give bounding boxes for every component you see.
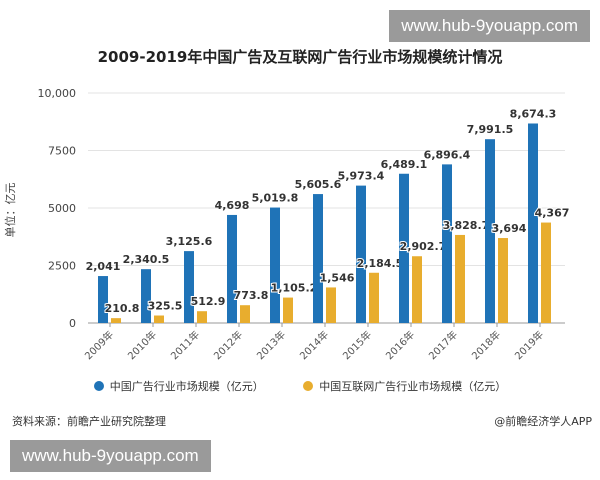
bar-ad-market xyxy=(485,139,495,323)
data-label: 5,973.4 xyxy=(338,170,385,183)
legend-label: 中国互联网广告行业市场规模（亿元） xyxy=(319,380,507,393)
data-label: 7,991.5 xyxy=(467,123,514,136)
data-label: 3,694 xyxy=(492,222,527,235)
bar-internet-ad xyxy=(283,297,293,323)
bar-ad-market xyxy=(184,251,194,323)
x-tick-label: 2017年 xyxy=(426,328,460,362)
y-tick-label: 0 xyxy=(69,317,76,330)
data-label: 512.9 xyxy=(191,295,226,308)
data-label: 1,105.2 xyxy=(271,282,318,295)
bar-ad-market xyxy=(399,173,409,323)
bar-internet-ad xyxy=(412,256,422,323)
source-note: 资料来源：前瞻产业研究院整理 xyxy=(12,415,166,428)
data-label: 2,041 xyxy=(86,260,121,273)
legend-swatch-blue xyxy=(93,381,104,391)
bar-internet-ad xyxy=(369,272,379,323)
data-label: 4,698 xyxy=(215,199,250,212)
bar-ad-market xyxy=(356,185,366,323)
watermark-bottom: www.hub-9youapp.com xyxy=(10,440,211,472)
data-label: 6,896.4 xyxy=(424,148,471,161)
watermark-top: www.hub-9youapp.com xyxy=(389,10,590,42)
bar-ad-market xyxy=(98,276,108,323)
data-label: 4,367 xyxy=(535,207,570,220)
data-label: 2,184.5 xyxy=(357,257,404,270)
x-tick-label: 2015年 xyxy=(340,328,374,362)
legend-item-ad-market: 中国广告行业市场规模（亿元） xyxy=(93,380,264,393)
data-label: 325.5 xyxy=(148,300,183,313)
y-tick-label: 7500 xyxy=(48,145,76,158)
data-label: 1,546 xyxy=(320,271,355,284)
data-label: 5,019.8 xyxy=(252,192,299,205)
bar-internet-ad xyxy=(541,222,551,323)
data-label: 6,489.1 xyxy=(381,158,428,171)
x-tick-label: 2013年 xyxy=(254,328,288,362)
bar-ad-market xyxy=(227,214,237,323)
y-axis-label: 单位：亿元 xyxy=(3,183,17,238)
bar-ad-market xyxy=(313,194,323,323)
data-label: 2,902.7 xyxy=(400,240,447,253)
y-tick-label: 2500 xyxy=(48,260,76,273)
data-label: 3,125.6 xyxy=(166,235,213,248)
bar-ad-market xyxy=(270,207,280,323)
credit: @前瞻经济学人APP xyxy=(494,415,592,428)
x-tick-label: 2012年 xyxy=(211,328,245,362)
bar-internet-ad xyxy=(111,318,121,323)
bar-internet-ad xyxy=(498,238,508,323)
bar-ad-market xyxy=(528,123,538,324)
bar-ad-market xyxy=(141,269,151,323)
x-tick-label: 2018年 xyxy=(469,328,503,362)
bar-internet-ad xyxy=(326,287,336,323)
x-tick-label: 2016年 xyxy=(383,328,417,362)
data-label: 8,674.3 xyxy=(510,107,557,120)
x-tick-label: 2009年 xyxy=(82,328,116,362)
data-label: 773.8 xyxy=(234,289,269,302)
x-tick-label: 2014年 xyxy=(297,328,331,362)
data-label: 5,605.6 xyxy=(295,178,342,191)
bar-chart: 0 2500 5000 7500 10,000 单位：亿元 2009年 2,041 210.8 2… xyxy=(3,87,570,362)
y-tick-label: 5000 xyxy=(48,202,76,215)
data-label: 210.8 xyxy=(105,302,140,315)
x-tick-label: 2011年 xyxy=(168,328,202,362)
legend-item-internet-ad-market: 中国互联网广告行业市场规模（亿元） xyxy=(303,380,506,393)
chart-title: 2009-2019年中国广告及互联网广告行业市场规模统计情况 xyxy=(97,48,503,66)
y-tick-label: 10,000 xyxy=(38,87,77,100)
bar-internet-ad xyxy=(455,234,465,323)
legend-swatch-orange xyxy=(303,381,314,391)
bar-internet-ad xyxy=(240,305,250,323)
bar-internet-ad xyxy=(154,315,164,323)
data-label: 2,340.5 xyxy=(123,253,170,266)
legend: 中国广告行业市场规模（亿元） 中国互联网广告行业市场规模（亿元） xyxy=(0,378,600,394)
legend-label: 中国广告行业市场规模（亿元） xyxy=(109,380,264,393)
bar-internet-ad xyxy=(197,311,207,323)
x-tick-label: 2010年 xyxy=(125,328,159,362)
x-tick-label: 2019年 xyxy=(512,328,546,362)
data-label: 3,828.7 xyxy=(443,219,490,232)
bar-ad-market xyxy=(442,164,452,323)
